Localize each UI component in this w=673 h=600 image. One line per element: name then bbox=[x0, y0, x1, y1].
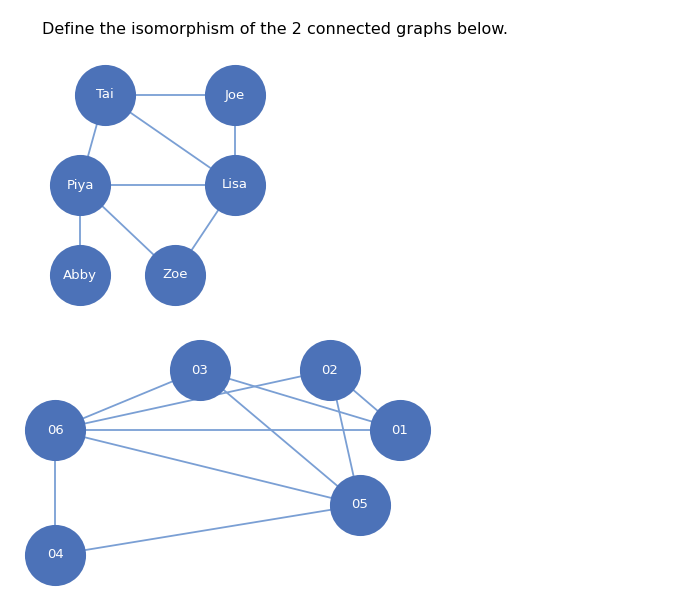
Point bbox=[324, 365, 335, 375]
Point bbox=[100, 90, 110, 100]
Text: 06: 06 bbox=[46, 424, 63, 437]
Point bbox=[394, 425, 405, 435]
Text: 02: 02 bbox=[322, 364, 339, 377]
Text: Lisa: Lisa bbox=[222, 179, 248, 191]
Text: Tai: Tai bbox=[96, 88, 114, 101]
Point bbox=[229, 90, 240, 100]
Point bbox=[50, 425, 61, 435]
Point bbox=[50, 550, 61, 560]
Point bbox=[170, 270, 180, 280]
Text: 05: 05 bbox=[351, 499, 368, 511]
Text: Piya: Piya bbox=[66, 179, 94, 191]
Text: 01: 01 bbox=[392, 424, 409, 437]
Text: 04: 04 bbox=[46, 548, 63, 562]
Point bbox=[75, 180, 85, 190]
Point bbox=[355, 500, 365, 510]
Point bbox=[194, 365, 205, 375]
Point bbox=[229, 180, 240, 190]
Text: Abby: Abby bbox=[63, 269, 97, 281]
Text: 03: 03 bbox=[192, 364, 209, 377]
Text: Define the isomorphism of the 2 connected graphs below.: Define the isomorphism of the 2 connecte… bbox=[42, 22, 508, 37]
Point bbox=[75, 270, 85, 280]
Text: Joe: Joe bbox=[225, 88, 245, 101]
Text: Zoe: Zoe bbox=[162, 269, 188, 281]
